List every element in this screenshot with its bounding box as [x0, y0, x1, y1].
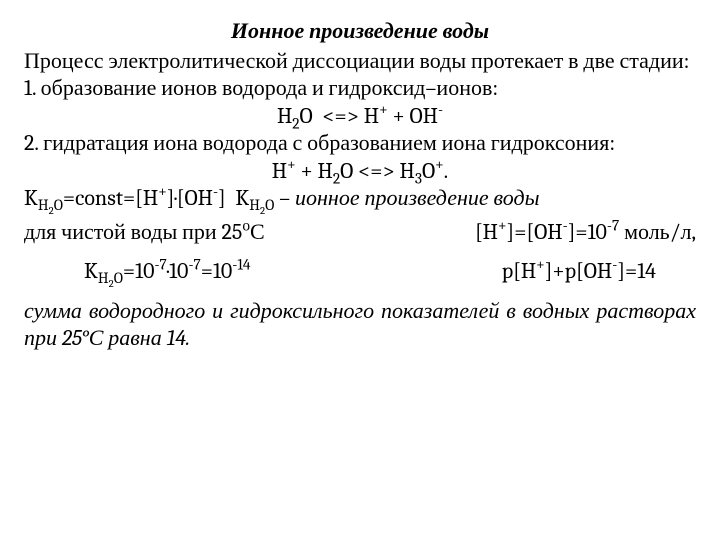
ionic-product-label: ионное произведение воды: [295, 185, 539, 211]
k-product: KH2O=10-7·10-7=10-14: [24, 258, 251, 286]
intro-paragraph: Процесс электролитической диссоциации во…: [24, 48, 696, 76]
page-title: Ионное произведение воды: [24, 18, 696, 46]
concentration-eq: [H+]=[OH-]=10-7 моль/л,: [475, 219, 696, 247]
document-page: Ионное произведение воды Процесс электро…: [0, 0, 720, 371]
equation-2: H+ + H2O <=> H3O+.: [24, 158, 696, 186]
list-item-2: 2. гидратация иона водорода с образовани…: [24, 130, 696, 158]
pure-water-text: для чистой воды при 25оС: [24, 219, 265, 247]
formula-row: KH2O=10-7·10-7=10-14 p[H+]+p[OH-]=14: [24, 258, 696, 286]
k-definition: KH2O=const=[H+]·[OH-] KH2O – ионное прои…: [24, 185, 696, 213]
p-sum: p[H+]+p[OH-]=14: [502, 258, 696, 286]
summary: сумма водородного и гидроксильного показ…: [24, 298, 696, 353]
pure-water-row: для чистой воды при 25оС [H+]=[OH-]=10-7…: [24, 219, 696, 247]
list-item-1: 1. образование ионов водорода и гидрокси…: [24, 75, 696, 103]
equation-1: H2O <=> H+ + OH-: [24, 103, 696, 131]
